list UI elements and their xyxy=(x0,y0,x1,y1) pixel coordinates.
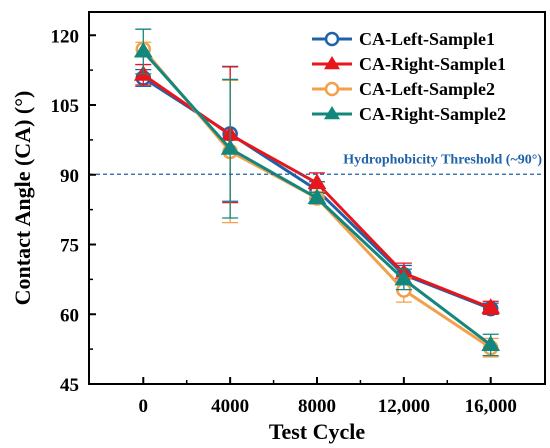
legend-label: CA-Right-Sample1 xyxy=(359,54,506,74)
y-tick-label: 120 xyxy=(51,26,80,47)
legend-marker xyxy=(324,31,340,47)
x-axis-title: Test Cycle xyxy=(269,419,366,444)
axes-layer: 45 60 75 90 105 120 0 4000 8000 12,000 16,000 xyxy=(51,26,517,417)
x-tick-label: 12,000 xyxy=(378,396,430,417)
y-tick-label: 90 xyxy=(60,166,79,187)
annotation-layer: Hydrophobicity Threshold (~90°) xyxy=(89,152,545,175)
y-tick-label: 45 xyxy=(60,375,79,396)
data-point xyxy=(307,188,327,205)
data-point xyxy=(481,298,501,314)
legend-marker xyxy=(324,81,340,97)
x-tick-label: 16,000 xyxy=(465,396,517,417)
data-point xyxy=(481,335,501,351)
y-tick-label: 60 xyxy=(60,305,79,326)
y-tick-label: 105 xyxy=(51,96,80,117)
x-tick-label: 4000 xyxy=(211,396,249,417)
y-axis-title: Contact Angle (CA) (°) xyxy=(10,91,35,306)
x-tick-label: 8000 xyxy=(298,396,336,417)
data-point xyxy=(220,139,240,155)
data-point xyxy=(133,42,153,58)
legend-marker xyxy=(324,106,340,120)
legend: CA-Left-Sample1 CA-Right-Sample1 CA-Left-S… xyxy=(312,29,506,124)
plot-series-layer xyxy=(133,28,501,358)
legend-label: CA-Right-Sample2 xyxy=(359,104,506,124)
legend-marker xyxy=(324,56,340,70)
legend-label: CA-Left-Sample1 xyxy=(359,29,495,49)
y-tick-label: 75 xyxy=(60,236,79,257)
legend-label: CA-Left-Sample2 xyxy=(359,79,495,99)
data-point xyxy=(394,269,414,286)
x-tick-label: 0 xyxy=(139,396,149,417)
threshold-label: Hydrophobicity Threshold (~90°) xyxy=(343,152,542,167)
